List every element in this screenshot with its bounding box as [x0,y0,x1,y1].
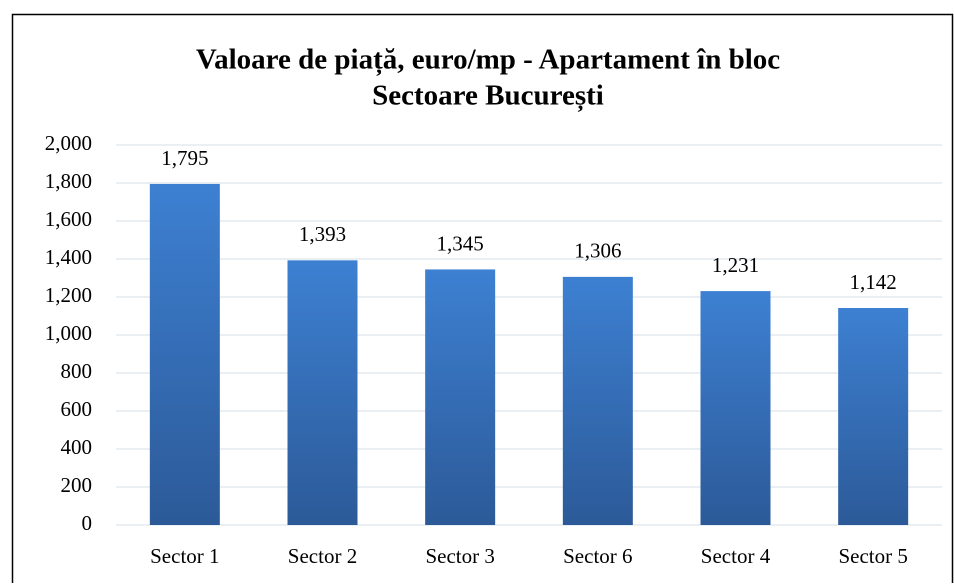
data-label: 1,231 [712,253,759,277]
data-label: 1,142 [850,270,897,294]
chart-title: Sectoare București [372,80,604,113]
y-tick-label: 1,000 [45,321,92,345]
x-tick-label: Sector 5 [838,544,907,568]
y-tick-label: 600 [61,397,93,421]
x-tick-label: Sector 3 [425,544,494,568]
y-tick-label: 1,400 [45,245,92,269]
y-tick-label: 800 [61,359,93,383]
y-tick-label: 1,600 [45,207,92,231]
data-label: 1,306 [574,239,621,263]
data-label: 1,393 [299,222,346,246]
x-tick-label: Sector 1 [150,544,219,568]
x-tick-label: Sector 6 [563,544,632,568]
y-tick-label: 2,000 [45,131,92,155]
data-label: 1,795 [161,146,208,170]
y-tick-label: 0 [82,511,93,535]
y-tick-label: 400 [61,435,93,459]
x-tick-label: Sector 2 [288,544,357,568]
data-label: 1,345 [437,231,484,255]
chart-title: Valoare de piață, euro/mp - Apartament î… [196,44,780,77]
bar [287,260,358,525]
bar [838,308,909,525]
y-tick-label: 1,800 [45,169,92,193]
y-tick-label: 200 [61,473,93,497]
bar [562,276,633,525]
bar [425,269,496,525]
x-tick-label: Sector 4 [701,544,771,568]
bar [700,291,771,525]
y-tick-label: 1,200 [45,283,92,307]
bar [149,183,220,525]
